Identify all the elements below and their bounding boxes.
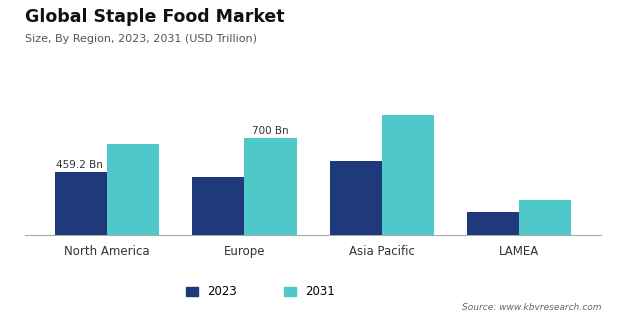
Bar	[55, 172, 107, 235]
Bar	[244, 138, 296, 235]
Text: Global Staple Food Market: Global Staple Food Market	[25, 8, 285, 26]
Bar	[467, 212, 519, 235]
Bar	[330, 161, 382, 235]
Text: 700 Bn: 700 Bn	[252, 127, 289, 137]
Bar	[107, 144, 159, 235]
Text: Source: www.kbvresearch.com: Source: www.kbvresearch.com	[462, 303, 601, 312]
Bar	[192, 177, 244, 235]
Text: Size, By Region, 2023, 2031 (USD Trillion): Size, By Region, 2023, 2031 (USD Trillio…	[25, 34, 257, 44]
Bar	[519, 200, 571, 235]
Text: 459.2 Bn: 459.2 Bn	[56, 160, 104, 170]
Bar	[382, 115, 434, 235]
Legend: 2023, 2031: 2023, 2031	[181, 281, 340, 303]
